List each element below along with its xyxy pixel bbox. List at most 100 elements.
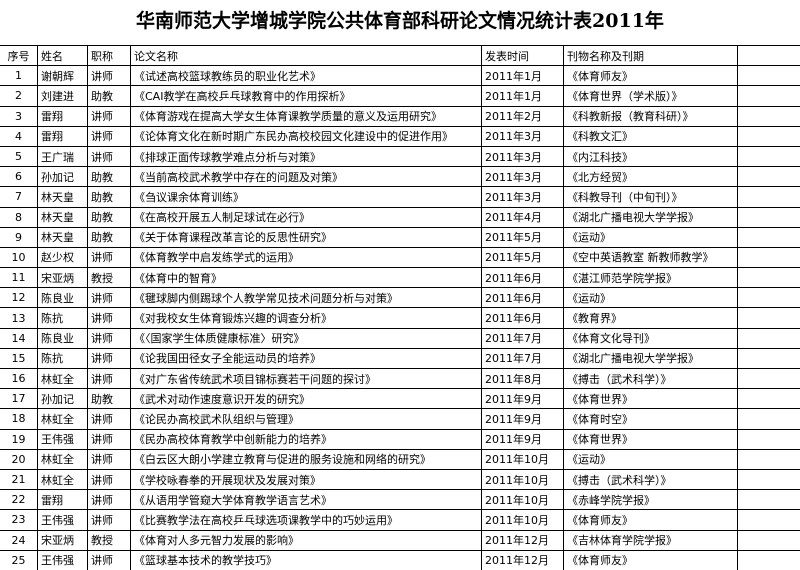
table-cell: 2011年6月 bbox=[481, 287, 564, 309]
table-cell: 《教育界》 bbox=[563, 307, 738, 329]
table-row: 1 谢朝辉 讲师 《试述高校篮球教练员的职业化艺术》 2011年1月 《体育师友》 bbox=[0, 65, 800, 87]
table-cell: 《从语用学管窥大学体育教学语言艺术》 bbox=[130, 489, 482, 511]
table-cell: 《赤峰学院学报》 bbox=[563, 489, 738, 511]
table-cell: 孙加记 bbox=[37, 388, 88, 410]
table-cell: 讲师 bbox=[87, 367, 131, 390]
table-cell: 讲师 bbox=[87, 509, 131, 531]
table-cell: 讲师 bbox=[87, 448, 131, 470]
table-cell: 王伟强 bbox=[37, 509, 88, 531]
empty-cell bbox=[737, 307, 800, 329]
table-row: 25 王伟强 讲师 《篮球基本技术的教学技巧》 2011年12月 《体育师友》 bbox=[0, 549, 800, 570]
table-cell: 林天皇 bbox=[37, 206, 88, 228]
table-cell: 宋亚炳 bbox=[37, 267, 88, 289]
table-cell: 2 bbox=[0, 85, 38, 107]
table-cell: 《试述高校篮球教练员的职业化艺术》 bbox=[130, 65, 482, 87]
table-cell: 《体育师友》 bbox=[563, 509, 738, 531]
table-cell: 《论我国田径女子全能运动员的培养》 bbox=[130, 347, 482, 370]
table-cell: 18 bbox=[0, 408, 38, 430]
table-cell: 《CAI教学在高校乒乓球教育中的作用探析》 bbox=[130, 85, 482, 107]
table-cell: 12 bbox=[0, 287, 38, 309]
table-cell: 赵少权 bbox=[37, 246, 88, 269]
table-cell: 19 bbox=[0, 428, 38, 450]
table-cell: 讲师 bbox=[87, 307, 131, 329]
table-cell: 陈抗 bbox=[37, 307, 88, 329]
table-cell: 2011年10月 bbox=[481, 468, 564, 491]
table-cell: 《比赛教学法在高校乒乓球选项课教学中的巧妙运用》 bbox=[130, 509, 482, 531]
table-cell: 《运动》 bbox=[563, 226, 738, 248]
table-cell: 3 bbox=[0, 105, 38, 127]
table: 序号 姓名 职称 论文名称 发表时间 刊物名称及刊期 1 谢朝辉 讲师 《试述高校篮球教练员的职… bbox=[0, 44, 800, 570]
empty-cell bbox=[737, 468, 800, 491]
table-cell: 2011年12月 bbox=[481, 529, 564, 551]
table-cell: 21 bbox=[0, 468, 38, 491]
empty-cell bbox=[737, 367, 800, 390]
table-cell: 助教 bbox=[87, 166, 131, 188]
table-cell: 《体育世界（学术版）》 bbox=[563, 85, 738, 107]
table-row: 2 刘建进 助教 《CAI教学在高校乒乓球教育中的作用探析》 2011年1月 《体育世界（… bbox=[0, 85, 800, 107]
table-cell: 《湖北广播电视大学学报》 bbox=[563, 347, 738, 370]
table-cell: 《体育游戏在提高大学女生体育课教学质量的意义及运用研究》 bbox=[130, 105, 482, 127]
table-cell: 《体育师友》 bbox=[563, 549, 738, 570]
table-cell: 讲师 bbox=[87, 408, 131, 430]
empty-cell bbox=[737, 327, 800, 349]
table-cell: 林虹全 bbox=[37, 468, 88, 491]
table-cell: 2011年3月 bbox=[481, 186, 564, 208]
empty-cell bbox=[737, 246, 800, 269]
table-cell: 2011年3月 bbox=[481, 166, 564, 188]
table-row: 23 王伟强 讲师 《比赛教学法在高校乒乓球选项课教学中的巧妙运用》 2011年10月《… bbox=[0, 509, 800, 531]
table-cell: 2011年9月 bbox=[481, 388, 564, 410]
table-cell: 《当前高校武术教学中存在的问题及对策》 bbox=[130, 166, 482, 188]
table-row: 6 孙加记 助教 《当前高校武术教学中存在的问题及对策》 2011年3月 《北方经贸》 bbox=[0, 166, 800, 188]
table-cell: 林虹全 bbox=[37, 367, 88, 390]
table-cell: 雷翔 bbox=[37, 125, 88, 147]
table-cell: 《吉林体育学院学报》 bbox=[563, 529, 738, 551]
header-row: 序号 姓名 职称 论文名称 发表时间 刊物名称及刊期 bbox=[0, 44, 800, 67]
table-cell: 14 bbox=[0, 327, 38, 349]
table-cell: 2011年5月 bbox=[481, 246, 564, 269]
table-cell: 教授 bbox=[87, 267, 131, 289]
table-row: 14 陈良业 讲师 《〈国家学生体质健康标准〉研究》 2011年7月 《体育文化导刊》 bbox=[0, 327, 800, 349]
header-cell: 刊物名称及刊期 bbox=[563, 44, 738, 67]
table-cell: 孙加记 bbox=[37, 166, 88, 188]
table-cell: 《论体育文化在新时期广东民办高校校园文化建设中的促进作用》 bbox=[130, 125, 482, 147]
table-row: 9 林天皇 助教 《关于体育课程改革言论的反思性研究》 2011年5月 《运动》 bbox=[0, 226, 800, 248]
table-row: 7 林天皇 助教 《刍议课余体育训练》 2011年3月 《科教导刊（中旬刊）》 bbox=[0, 186, 800, 208]
table-cell: 2011年6月 bbox=[481, 267, 564, 289]
header-cell: 发表时间 bbox=[481, 44, 564, 67]
table-cell: 讲师 bbox=[87, 287, 131, 309]
table-cell: 23 bbox=[0, 509, 38, 531]
empty-cell bbox=[737, 347, 800, 370]
empty-cell bbox=[737, 549, 800, 570]
table-cell: 《体育师友》 bbox=[563, 65, 738, 87]
empty-cell bbox=[737, 267, 800, 289]
table-cell: 《湛江师范学院学报》 bbox=[563, 267, 738, 289]
table-cell: 助教 bbox=[87, 186, 131, 208]
table-cell: 16 bbox=[0, 367, 38, 390]
table-cell: 《在高校开展五人制足球试在必行》 bbox=[130, 206, 482, 228]
table-cell: 《体育世界》 bbox=[563, 428, 738, 450]
empty-cell bbox=[737, 85, 800, 107]
table-cell: 22 bbox=[0, 489, 38, 511]
header-cell: 姓名 bbox=[37, 44, 88, 67]
table-cell: 8 bbox=[0, 206, 38, 228]
table-row: 10 赵少权 讲师 《体育教学中启发练学式的运用》 2011年5月 《空中英语教室 新教师… bbox=[0, 246, 800, 269]
table-cell: 讲师 bbox=[87, 65, 131, 87]
table-row: 12 陈良业 讲师 《毽球脚内侧踢球个人教学常见技术问题分析与对策》 2011年6月 《运… bbox=[0, 287, 800, 309]
table-cell: 《科教新报（教育科研）》 bbox=[563, 105, 738, 127]
empty-cell bbox=[737, 44, 800, 67]
table-cell: 林天皇 bbox=[37, 226, 88, 248]
table-cell: 《刍议课余体育训练》 bbox=[130, 186, 482, 208]
table-cell: 2011年9月 bbox=[481, 408, 564, 430]
empty-cell bbox=[737, 408, 800, 430]
empty-cell bbox=[737, 287, 800, 309]
table-cell: 2011年6月 bbox=[481, 307, 564, 329]
table-cell: 《体育时空》 bbox=[563, 408, 738, 430]
table-cell: 《毽球脚内侧踢球个人教学常见技术问题分析与对策》 bbox=[130, 287, 482, 309]
empty-cell bbox=[737, 166, 800, 188]
table-cell: 刘建进 bbox=[37, 85, 88, 107]
empty-cell bbox=[737, 105, 800, 127]
table-cell: 《武术对动作速度意识开发的研究》 bbox=[130, 388, 482, 410]
table-row: 4 雷翔 讲师 《论体育文化在新时期广东民办高校校园文化建设中的促进作用》 2011年3… bbox=[0, 125, 800, 147]
table-cell: 2011年7月 bbox=[481, 327, 564, 349]
table-row: 3 雷翔 讲师 《体育游戏在提高大学女生体育课教学质量的意义及运用研究》 2011年2月… bbox=[0, 105, 800, 127]
